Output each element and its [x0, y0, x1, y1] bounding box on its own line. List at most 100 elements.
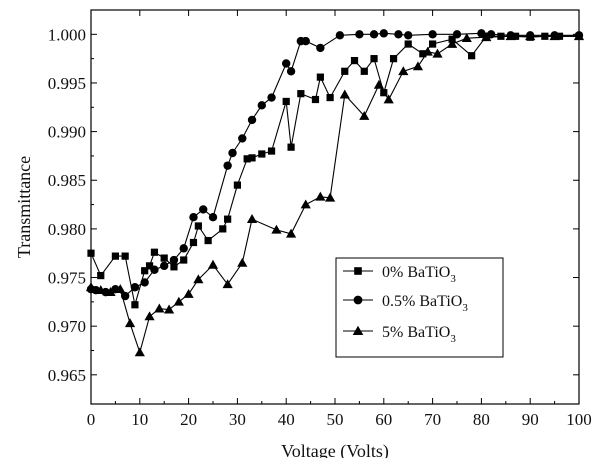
square-marker: [341, 67, 349, 75]
y-tick-label: 0.965: [48, 366, 86, 385]
square-marker: [243, 155, 251, 163]
square-marker: [316, 73, 324, 81]
square-marker: [111, 252, 119, 260]
circle-marker: [267, 93, 276, 102]
square-marker: [131, 301, 139, 309]
square-marker: [419, 50, 427, 58]
triangle-marker: [222, 279, 233, 289]
square-marker: [97, 271, 105, 280]
legend-box: [335, 257, 504, 358]
square-marker: [204, 236, 212, 245]
circle-marker: [394, 30, 403, 39]
square-marker: [267, 147, 276, 155]
y-axis-title: Transmittance: [14, 156, 34, 258]
x-tick-label: 100: [566, 410, 592, 429]
circle-marker: [140, 278, 149, 287]
triangle-marker: [85, 282, 97, 292]
circle-marker: [208, 213, 218, 222]
triangle-marker: [447, 38, 458, 48]
triangle-marker: [525, 31, 536, 41]
triangle-marker: [398, 66, 409, 76]
y-tick-label: 0.985: [48, 171, 86, 190]
axis-ticks: 0 10 20 30 40 50 60 70 80 90 100 0.965 0.970 0.975 0.9…: [48, 10, 592, 429]
circle-marker: [404, 31, 413, 40]
square-marker: [287, 143, 295, 151]
circle-marker: [179, 244, 188, 253]
circle-marker: [160, 261, 169, 271]
x-tick-label: 50: [327, 410, 344, 429]
circle-marker: [199, 205, 208, 214]
y-tick-label: 0.975: [48, 269, 86, 288]
square-marker: [360, 67, 368, 75]
circle-marker: [228, 148, 237, 158]
circle-marker: [379, 29, 388, 38]
square-marker: [189, 238, 198, 247]
triangle-marker: [373, 79, 385, 89]
triangle-marker: [154, 303, 165, 313]
circle-marker: [130, 283, 140, 292]
square-marker: [311, 95, 320, 104]
triangle-marker: [95, 285, 106, 295]
y-tick-label: 0.980: [48, 220, 86, 239]
triangle-marker: [359, 110, 370, 120]
circle-marker: [301, 36, 310, 46]
square-marker: [326, 93, 334, 102]
triangle-marker: [383, 94, 394, 104]
legend-label: 0.5% BaTiO3: [382, 293, 468, 314]
triangle-marker: [193, 274, 204, 284]
triangle-marker: [412, 61, 424, 71]
circle-marker: [355, 30, 364, 39]
triangle-marker: [183, 288, 194, 298]
circle-marker: [428, 30, 437, 39]
square-marker: [389, 55, 398, 63]
square-marker: [350, 56, 359, 65]
series-layer: [85, 29, 585, 357]
square-marker: [150, 248, 159, 256]
circle-marker: [169, 255, 179, 265]
triangle-marker: [285, 228, 297, 238]
triangle-marker: [134, 347, 145, 357]
square-marker: [370, 55, 378, 63]
square-marker: [429, 40, 437, 48]
y-tick-label: 1.000: [48, 25, 86, 44]
x-tick-label: 0: [87, 410, 96, 429]
circle-marker: [238, 134, 247, 143]
triangle-marker: [325, 192, 336, 202]
triangle-marker: [339, 89, 350, 99]
plot-frame: [90, 9, 580, 405]
circle-marker: [353, 295, 363, 305]
square-marker: [248, 154, 256, 162]
square-marker: [297, 90, 305, 98]
triangle-marker: [432, 48, 443, 58]
triangle-marker: [505, 31, 516, 41]
triangle-marker: [352, 325, 364, 335]
triangle-marker: [549, 31, 560, 41]
x-tick-label: 70: [424, 410, 441, 429]
circle-marker: [286, 67, 296, 76]
x-tick-label: 90: [522, 410, 539, 429]
y-tick-label: 0.990: [48, 123, 86, 142]
series-line: [90, 35, 579, 355]
y-tick-label: 0.995: [48, 74, 86, 93]
x-tick-label: 30: [229, 410, 246, 429]
square-marker: [258, 150, 266, 158]
y-tick-label: 0.970: [48, 317, 86, 336]
series-triangle: [85, 31, 585, 357]
x-tick-label: 40: [278, 410, 295, 429]
square-marker: [121, 252, 129, 260]
triangle-marker: [173, 296, 184, 306]
square-marker: [180, 256, 188, 264]
circle-marker: [335, 31, 345, 40]
circle-marker: [316, 43, 325, 53]
square-marker: [468, 52, 476, 60]
circle-marker: [247, 115, 257, 125]
x-tick-label: 20: [180, 410, 197, 429]
series-circle: [86, 29, 584, 301]
circle-marker: [189, 213, 198, 222]
triangle-marker: [115, 284, 126, 294]
triangle-marker: [461, 33, 472, 43]
square-marker: [224, 215, 232, 223]
circle-marker: [257, 101, 266, 110]
triangle-marker: [246, 214, 258, 223]
